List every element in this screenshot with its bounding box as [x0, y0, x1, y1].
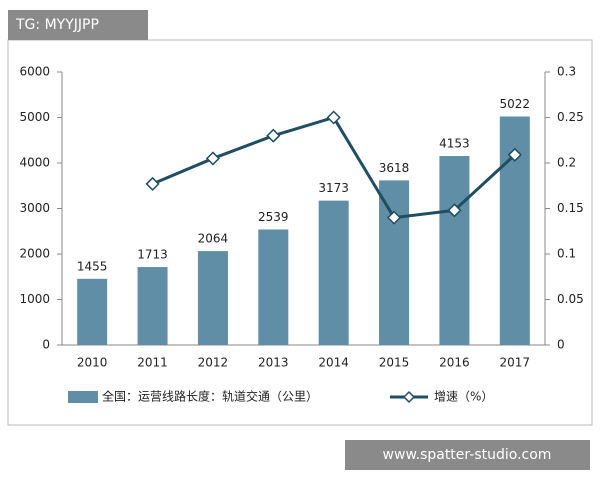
line-marker	[447, 203, 462, 218]
x-tick-label: 2011	[137, 356, 168, 370]
x-tick-label: 2017	[500, 356, 531, 370]
data-label: 2539	[258, 210, 289, 224]
legend-label: 增速（%）	[434, 390, 493, 404]
x-tick-label: 2014	[318, 356, 349, 370]
y2-tick-label: 0.1	[557, 247, 576, 261]
data-label: 1713	[137, 248, 168, 262]
y-tick-label: 1000	[19, 292, 50, 306]
y2-tick-label: 0.3	[557, 65, 576, 79]
line-marker	[387, 210, 402, 225]
y2-tick-label: 0	[557, 338, 565, 352]
line-marker	[266, 128, 281, 143]
line-marker	[145, 176, 160, 191]
y-tick-label: 0	[42, 338, 50, 352]
y2-tick-label: 0.15	[557, 201, 584, 215]
x-tick-label: 2012	[198, 356, 229, 370]
bottom-label: www.spatter-studio.com	[383, 447, 552, 463]
data-label: 2064	[198, 232, 229, 246]
data-label: 3618	[379, 161, 410, 175]
bar	[318, 200, 349, 345]
y-tick-label: 5000	[19, 110, 50, 124]
bar	[137, 267, 168, 345]
bar	[379, 180, 410, 345]
chart-frame	[7, 39, 593, 426]
line-marker	[326, 110, 341, 125]
line-marker	[205, 151, 220, 166]
y2-tick-label: 0.25	[557, 110, 584, 124]
bar	[439, 156, 470, 345]
x-tick-label: 2013	[258, 356, 289, 370]
line-marker	[507, 147, 522, 162]
legend-swatch	[68, 391, 98, 403]
y-tick-label: 3000	[19, 201, 50, 215]
legend-label: 全国：运营线路长度：轨道交通（公里）	[102, 389, 318, 404]
bottom-badge	[345, 440, 590, 470]
x-tick-label: 2010	[77, 356, 108, 370]
x-tick-label: 2015	[379, 356, 410, 370]
y2-tick-label: 0.05	[557, 292, 584, 306]
y-tick-label: 4000	[19, 156, 50, 170]
bar	[258, 229, 289, 345]
y2-tick-label: 0.2	[557, 156, 576, 170]
bar	[197, 251, 228, 345]
data-label: 3173	[318, 181, 349, 195]
data-label: 1455	[77, 259, 108, 273]
y-tick-label: 6000	[19, 65, 50, 79]
top-badge	[8, 10, 148, 40]
data-label: 5022	[500, 97, 531, 111]
legend-marker	[402, 390, 416, 404]
bar	[77, 278, 108, 345]
y-tick-label: 2000	[19, 247, 50, 261]
top-label: TG: MYYJJPP	[15, 17, 99, 33]
x-tick-label: 2016	[439, 356, 470, 370]
data-label: 4153	[439, 137, 470, 151]
